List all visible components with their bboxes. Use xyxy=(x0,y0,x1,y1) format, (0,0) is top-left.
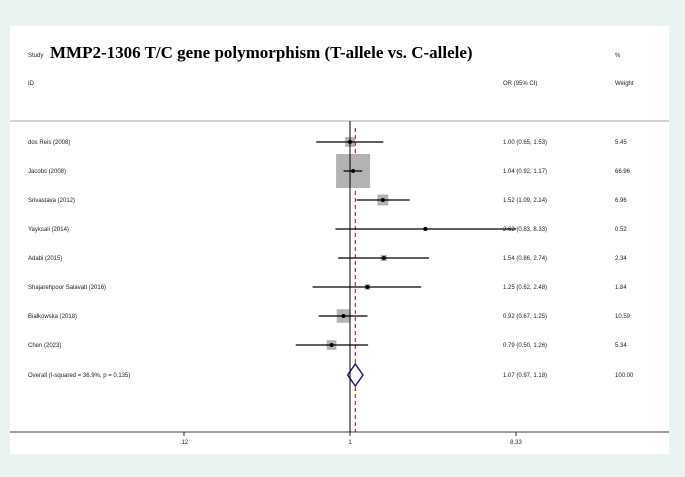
plot-panel: Study MMP2-1306 T/C gene polymorphism (T… xyxy=(10,26,669,454)
study-ci-label: 1.00 (0.65, 1.53) xyxy=(503,140,547,146)
study-ci-label: 2.62 (0.83, 8.33) xyxy=(503,227,547,233)
study-id-label: dos Reis (2008) xyxy=(28,140,70,146)
study-ci-label: 1.52 (1.09, 2.14) xyxy=(503,198,547,204)
study-weight-label: 2.34 xyxy=(615,256,627,262)
study-point-estimate xyxy=(380,198,385,202)
study-weight-label: 66.96 xyxy=(615,169,631,175)
study-point-estimate xyxy=(381,256,386,260)
study-ci-label: 1.04 (0.92, 1.17) xyxy=(503,169,547,175)
or-column-header: OR (95% CI) xyxy=(503,81,537,87)
study-point-estimate xyxy=(423,227,428,231)
study-id-label: Jacobs (2008) xyxy=(28,169,66,175)
study-ci-label: 0.79 (0.50, 1.26) xyxy=(503,343,547,349)
x-tick-label: 1 xyxy=(348,440,352,446)
study-id-label: Adabi (2015) xyxy=(28,256,62,262)
chart-title: MMP2-1306 T/C gene polymorphism (T-allel… xyxy=(50,43,473,62)
study-id-label: Srivastava (2012) xyxy=(28,198,75,204)
study-id-label: Chen (2023) xyxy=(28,343,61,349)
study-id-label: Shajarehpoor Salavati (2016) xyxy=(28,285,106,291)
study-weight-label: 1.84 xyxy=(615,285,627,291)
forest-plot: Study MMP2-1306 T/C gene polymorphism (T… xyxy=(10,43,669,446)
study-point-estimate xyxy=(351,169,356,173)
overall-ci-label: 1.07 (0.97, 1.18) xyxy=(503,373,547,379)
study-id-label: Yayksali (2014) xyxy=(28,227,69,233)
study-point-estimate xyxy=(365,285,370,289)
study-weight-label: 6.96 xyxy=(615,198,627,204)
x-tick-label: 8.33 xyxy=(510,440,522,446)
study-weight-label: 0.52 xyxy=(615,227,627,233)
study-ci-label: 1.54 (0.86, 2.74) xyxy=(503,256,547,262)
weight-column-header: Weight xyxy=(615,81,634,87)
overall-diamond xyxy=(346,362,364,388)
plot-marks: dos Reis (2008) 1.00 (0.65, 1.53) 5.45 Jaco… xyxy=(10,121,669,446)
overall-weight-label: 100.00 xyxy=(615,373,634,379)
study-point-estimate xyxy=(341,314,346,318)
x-tick-label: .12 xyxy=(180,440,189,446)
id-column-header: ID xyxy=(28,81,35,87)
study-id-label: Białkowska (2018) xyxy=(28,314,77,320)
study-weight-label: 5.45 xyxy=(615,140,627,146)
study-weight-label: 5.34 xyxy=(615,343,627,349)
study-point-estimate xyxy=(329,343,334,347)
study-label: Study xyxy=(28,53,43,59)
study-ci-label: 0.92 (0.67, 1.25) xyxy=(503,314,547,320)
overall-label: Overall (I-squared = 36.9%, p = 0.135) xyxy=(28,373,130,379)
weight-header-percent: % xyxy=(615,53,621,59)
study-ci-label: 1.25 (0.62, 2.48) xyxy=(503,285,547,291)
study-weight-label: 10.59 xyxy=(615,314,631,320)
